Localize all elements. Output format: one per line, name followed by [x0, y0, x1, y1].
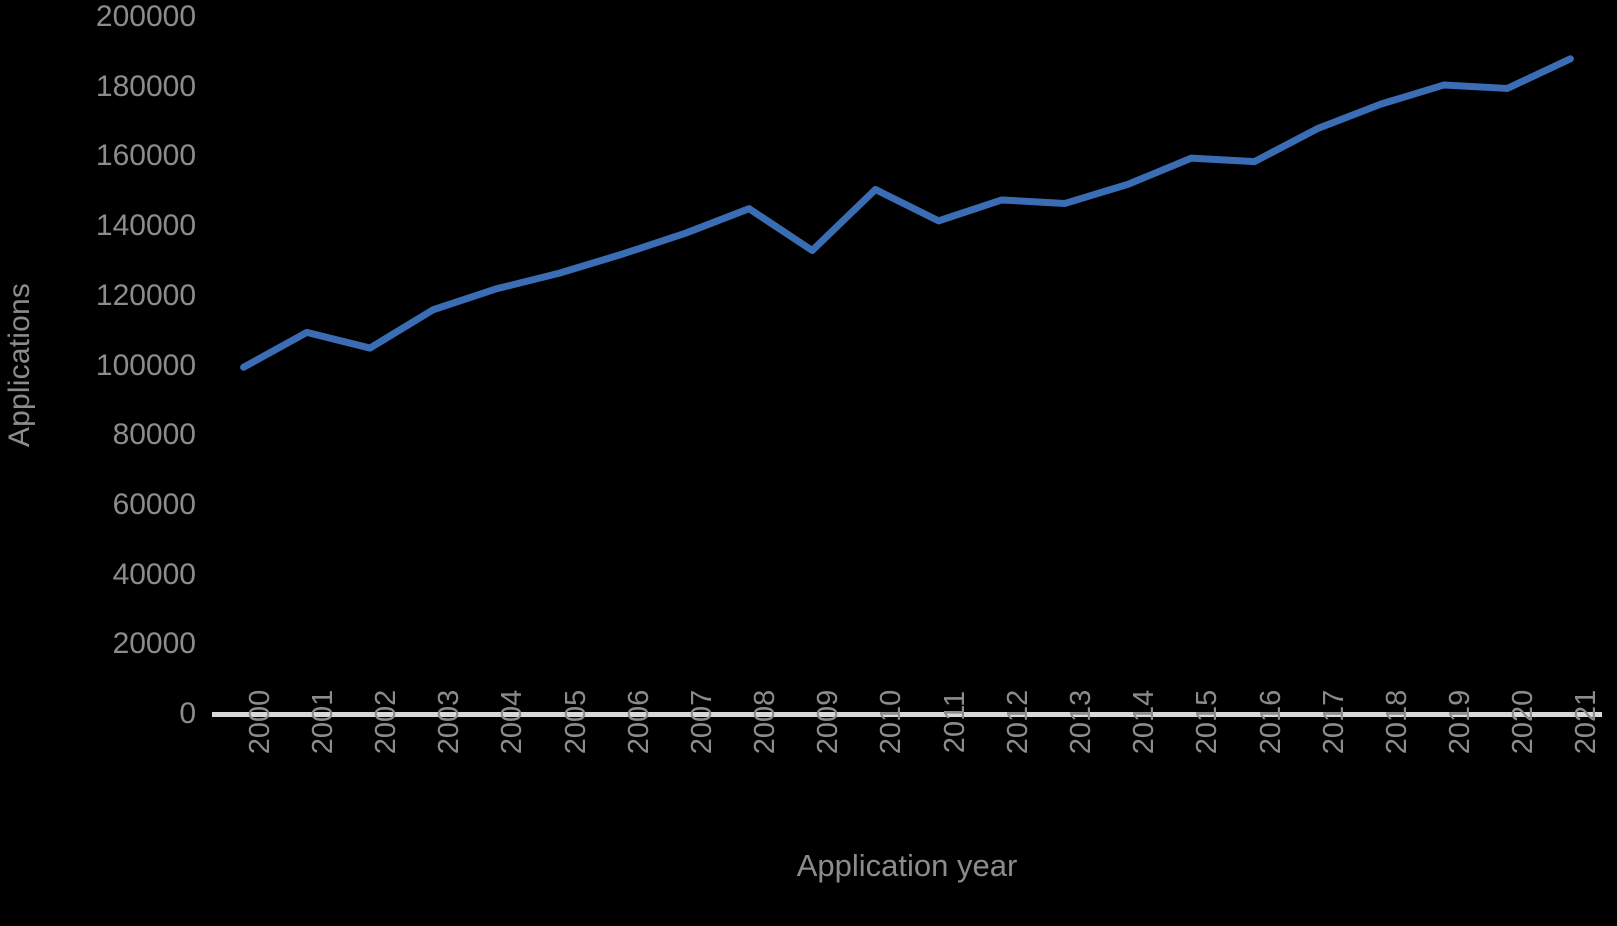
x-axis-tick-label: 2002	[369, 689, 402, 755]
x-axis-tick-label: 2010	[875, 689, 908, 755]
data-line-svg	[240, 55, 1574, 371]
x-axis-title-label: Application year	[796, 848, 1018, 883]
series-line-applications	[240, 55, 1574, 371]
y-axis-tick-label: 100000	[95, 348, 196, 382]
x-axis-tick-label: 2018	[1380, 689, 1413, 755]
y-axis-tick-label: 60000	[112, 487, 196, 521]
x-axis-tick-label: 2005	[559, 689, 592, 755]
x-axis-tick-label: 2006	[622, 689, 655, 755]
y-axis-tick-label: 160000	[95, 139, 196, 173]
y-axis-tick-label: 200000	[95, 0, 196, 33]
x-axis-tick-label: 2016	[1254, 689, 1287, 755]
x-axis-line	[212, 712, 1602, 717]
x-axis-title: Application year	[212, 848, 1602, 884]
plot-area	[212, 0, 1602, 716]
y-axis-tick-label: 180000	[95, 69, 196, 103]
x-axis-tick-label: 2000	[243, 689, 276, 755]
y-axis-title: Applications	[0, 0, 40, 730]
x-axis-tick-label: 2004	[496, 689, 529, 755]
x-axis-tick-label: 2001	[306, 689, 339, 755]
x-axis-tick-label: 2019	[1444, 689, 1477, 755]
x-axis-tick-label: 2009	[812, 689, 845, 755]
x-axis-tick-label: 2014	[1128, 689, 1161, 755]
x-axis-tick-label: 2011	[938, 690, 971, 754]
x-axis-tick-label: 2015	[1191, 689, 1224, 755]
y-axis-tick-label: 0	[179, 697, 196, 730]
x-axis-tick-label: 2012	[1001, 689, 1034, 755]
y-axis-tick-labels: 0 20000 40000 60000 80000 100000 120000 140000 1…	[44, 0, 204, 730]
y-axis-tick-label: 140000	[95, 209, 196, 243]
y-axis-tick-label: 80000	[112, 418, 196, 452]
x-axis-tick-label: 2021	[1570, 689, 1603, 755]
x-axis-tick-label: 2008	[749, 689, 782, 755]
y-axis-title-label: Applications	[3, 282, 37, 448]
y-axis-tick-label: 120000	[95, 278, 196, 312]
x-axis-tick-label: 2013	[1064, 689, 1097, 755]
x-axis-tick-label: 2020	[1507, 689, 1540, 755]
x-axis-tick-label: 2003	[433, 689, 466, 755]
y-axis-tick-label: 20000	[112, 627, 196, 661]
x-axis-tick-label: 2017	[1317, 689, 1350, 755]
x-axis-tick-labels: 2000 2001 2002 2003 2004 2005 2006 2007 2008 2009…	[212, 690, 1603, 832]
x-axis-tick-label: 2007	[685, 689, 718, 755]
y-axis-tick-label: 40000	[112, 557, 196, 591]
